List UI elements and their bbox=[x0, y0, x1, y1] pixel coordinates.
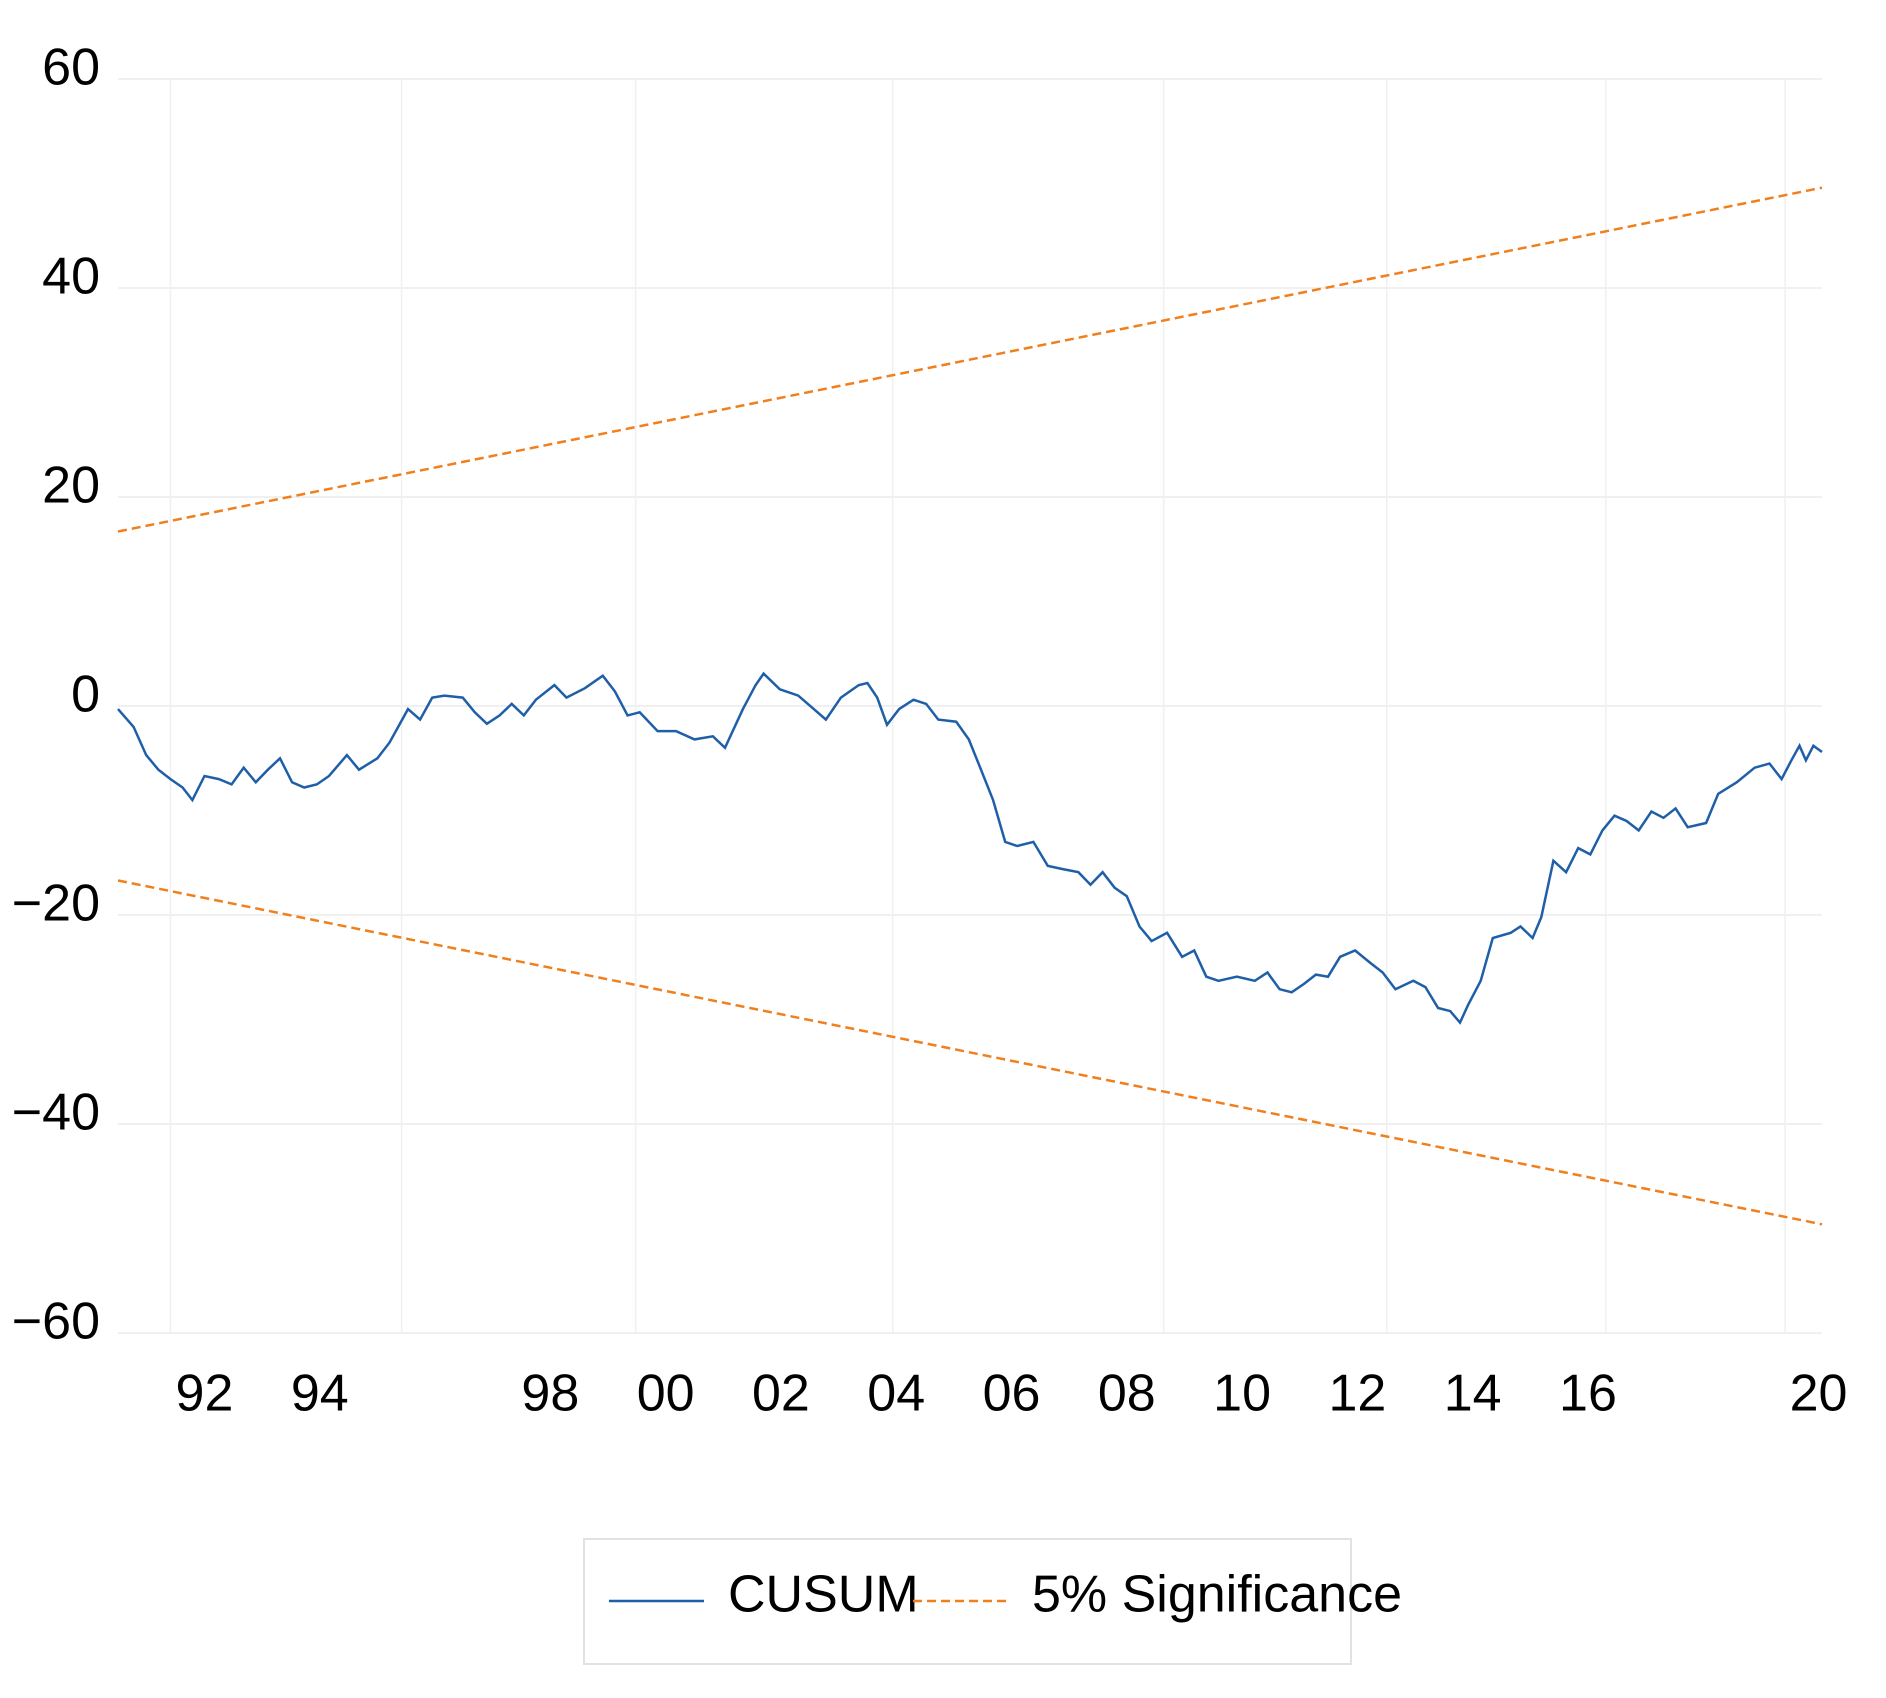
x-tick-label: 16 bbox=[1559, 1365, 1617, 1423]
y-tick-label: −40 bbox=[12, 1084, 100, 1142]
x-tick-label: 04 bbox=[867, 1365, 925, 1423]
significance-line bbox=[117, 879, 1823, 1226]
cusum-line bbox=[117, 671, 1823, 1025]
x-tick-label: 10 bbox=[1213, 1365, 1271, 1423]
legend-label: 5% Significance bbox=[1032, 1566, 1402, 1624]
x-tick-label: 20 bbox=[1790, 1365, 1848, 1423]
y-tick-label: 40 bbox=[42, 248, 100, 306]
legend-box bbox=[583, 1538, 1352, 1665]
x-tick-label: 02 bbox=[752, 1365, 810, 1423]
significance-line bbox=[117, 186, 1823, 533]
y-tick-label: −60 bbox=[12, 1293, 100, 1351]
legend-label: CUSUM bbox=[728, 1566, 919, 1624]
y-tick-label: 60 bbox=[42, 39, 100, 97]
y-tick-label: 20 bbox=[42, 457, 100, 515]
x-tick-label: 92 bbox=[176, 1365, 234, 1423]
y-tick-label: 0 bbox=[71, 666, 100, 724]
x-tick-label: 94 bbox=[291, 1365, 349, 1423]
x-tick-label: 06 bbox=[983, 1365, 1041, 1423]
x-tick-label: 14 bbox=[1444, 1365, 1502, 1423]
x-tick-label: 98 bbox=[521, 1365, 579, 1423]
x-tick-label: 00 bbox=[637, 1365, 695, 1423]
x-tick-label: 08 bbox=[1098, 1365, 1156, 1423]
x-tick-label: 12 bbox=[1328, 1365, 1386, 1423]
y-tick-label: −20 bbox=[12, 875, 100, 933]
